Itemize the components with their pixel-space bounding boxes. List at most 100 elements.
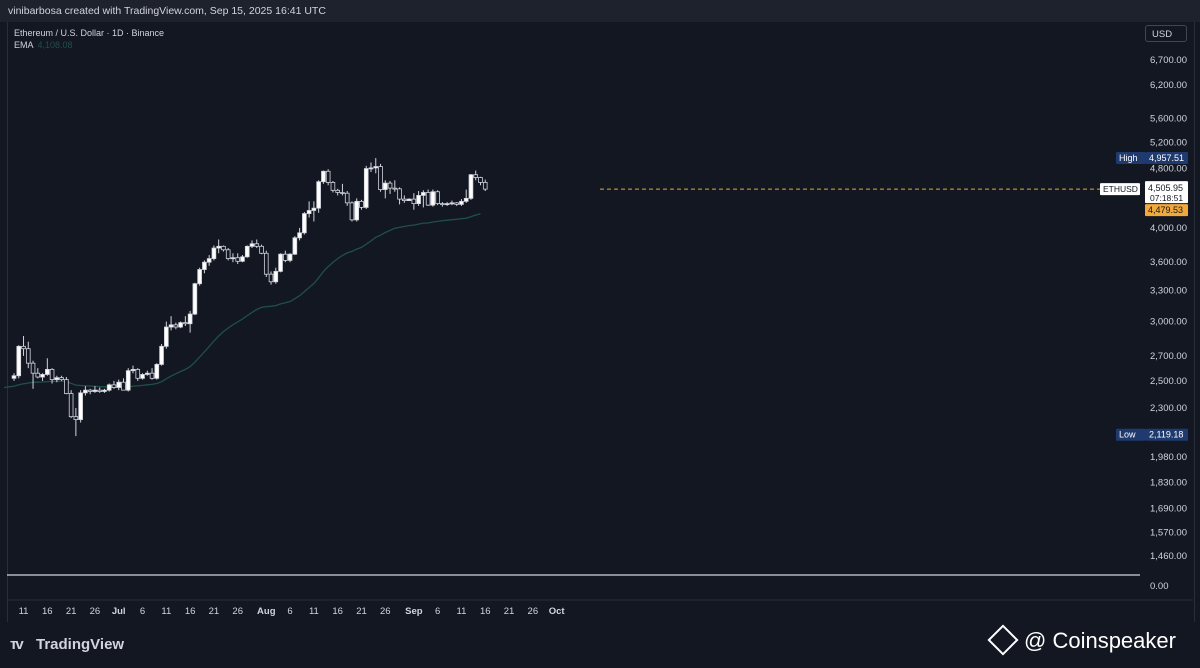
candle-body: [173, 324, 179, 328]
time-tick-label: 26: [90, 606, 101, 617]
candle-body: [425, 192, 431, 206]
candle-body: [321, 170, 326, 183]
candle-body: [21, 345, 26, 350]
candle-body: [316, 181, 321, 209]
candle-body: [468, 174, 474, 199]
low-label: Low: [1119, 430, 1136, 440]
candle-body: [202, 261, 207, 270]
time-tick-label: 26: [380, 606, 391, 617]
candle-body: [144, 372, 150, 375]
high-label: High: [1119, 153, 1138, 163]
low-label-bg: [1116, 428, 1146, 441]
candle-body: [325, 170, 331, 183]
low-value-bg: [1146, 428, 1188, 441]
candle-body: [359, 200, 364, 208]
candle-body: [402, 198, 407, 202]
candle-body: [444, 203, 450, 206]
candle-body: [16, 345, 22, 377]
candle-body: [154, 364, 160, 379]
candle-body: [373, 166, 379, 169]
time-tick-label: 6: [287, 606, 292, 617]
candle-body: [73, 416, 79, 420]
candle-body: [430, 191, 436, 206]
candle-body: [59, 377, 64, 381]
candle-body: [287, 253, 293, 261]
candle-body: [116, 381, 122, 388]
price-tick-label: 0.00: [1150, 581, 1169, 592]
chart-frame[interactable]: [7, 22, 1195, 622]
tradingview-wordmark: TradingView: [36, 636, 125, 653]
candle-body: [244, 245, 250, 258]
time-tick-label: 16: [185, 606, 196, 617]
symbol-tag-bg: [1100, 183, 1140, 196]
price-tick-label: 4,800.00: [1150, 164, 1187, 175]
time-tick-label: 26: [528, 606, 539, 617]
symbol-title[interactable]: Ethereum / U.S. Dollar · 1D · Binance: [14, 28, 165, 38]
candle-body: [344, 192, 350, 204]
price-tick-label: 4,000.00: [1150, 223, 1187, 234]
candle-body: [240, 256, 245, 262]
candle-body: [368, 167, 374, 170]
tradingview-mark-icon: ᴛᴠ: [10, 636, 24, 653]
candle-body: [106, 384, 112, 391]
candle-body: [454, 202, 459, 205]
chart-legend: Ethereum / U.S. Dollar · 1D · Binance EM…: [14, 27, 164, 51]
candle-body: [140, 374, 145, 379]
time-tick-label: 6: [140, 606, 145, 617]
candle-body: [225, 249, 231, 260]
time-tick-label: 21: [504, 606, 515, 617]
candle-body: [478, 177, 483, 183]
candle-body: [78, 392, 83, 420]
countdown-tag: 07:18:51: [1150, 193, 1183, 203]
candle-body: [30, 362, 36, 374]
candle-body: [135, 368, 141, 379]
time-tick-label: 11: [19, 606, 29, 617]
candle-body: [473, 174, 479, 178]
candle-body: [111, 384, 117, 388]
candle-body: [330, 182, 336, 191]
candle-body: [297, 232, 302, 239]
ema-label[interactable]: EMA: [14, 40, 34, 50]
candle-body: [87, 389, 93, 392]
candle-body: [92, 389, 98, 392]
high-value: 4,957.51: [1149, 153, 1184, 163]
time-tick-label: 21: [209, 606, 220, 617]
ema-price-tag: 4,479.53: [1148, 205, 1183, 215]
price-tick-label: 1,690.00: [1150, 503, 1187, 514]
price-tick-label: 2,300.00: [1150, 403, 1187, 414]
candle-body: [387, 182, 393, 189]
candle-body: [397, 188, 402, 200]
time-tick-label: 16: [480, 606, 491, 617]
last-price-tag: 4,505.95: [1148, 183, 1183, 193]
time-tick-label: 21: [66, 606, 77, 617]
candle-body: [416, 195, 421, 205]
candle-body: [440, 203, 445, 206]
candle-body: [64, 379, 69, 394]
candle-body: [411, 198, 417, 205]
candle-body: [435, 191, 440, 205]
footer: [0, 624, 1200, 668]
candle-body: [306, 210, 312, 214]
candle-body: [278, 253, 283, 272]
candle-body: [382, 182, 388, 190]
candle-body: [283, 253, 288, 261]
price-tick-label: 3,600.00: [1150, 257, 1187, 268]
price-tick-label: 2,500.00: [1150, 376, 1187, 387]
candle-body: [354, 200, 360, 221]
candle-body: [49, 368, 55, 381]
candle-body: [302, 213, 307, 234]
coinspeaker-logo: @ Coinspeaker: [987, 624, 1176, 656]
candle-body: [273, 270, 279, 283]
candle-body: [54, 377, 60, 381]
time-tick-label: Oct: [549, 606, 566, 617]
candle-body: [406, 198, 412, 202]
price-tick-label: 1,460.00: [1150, 551, 1187, 562]
last-price-tag-bg: [1145, 181, 1188, 204]
currency-button[interactable]: USD: [1145, 25, 1187, 42]
candle-body: [25, 348, 31, 364]
candle-body: [216, 245, 221, 249]
candle-body: [149, 372, 155, 379]
price-tick-label: 1,980.00: [1150, 452, 1187, 463]
time-tick-label: Sep: [405, 606, 423, 617]
